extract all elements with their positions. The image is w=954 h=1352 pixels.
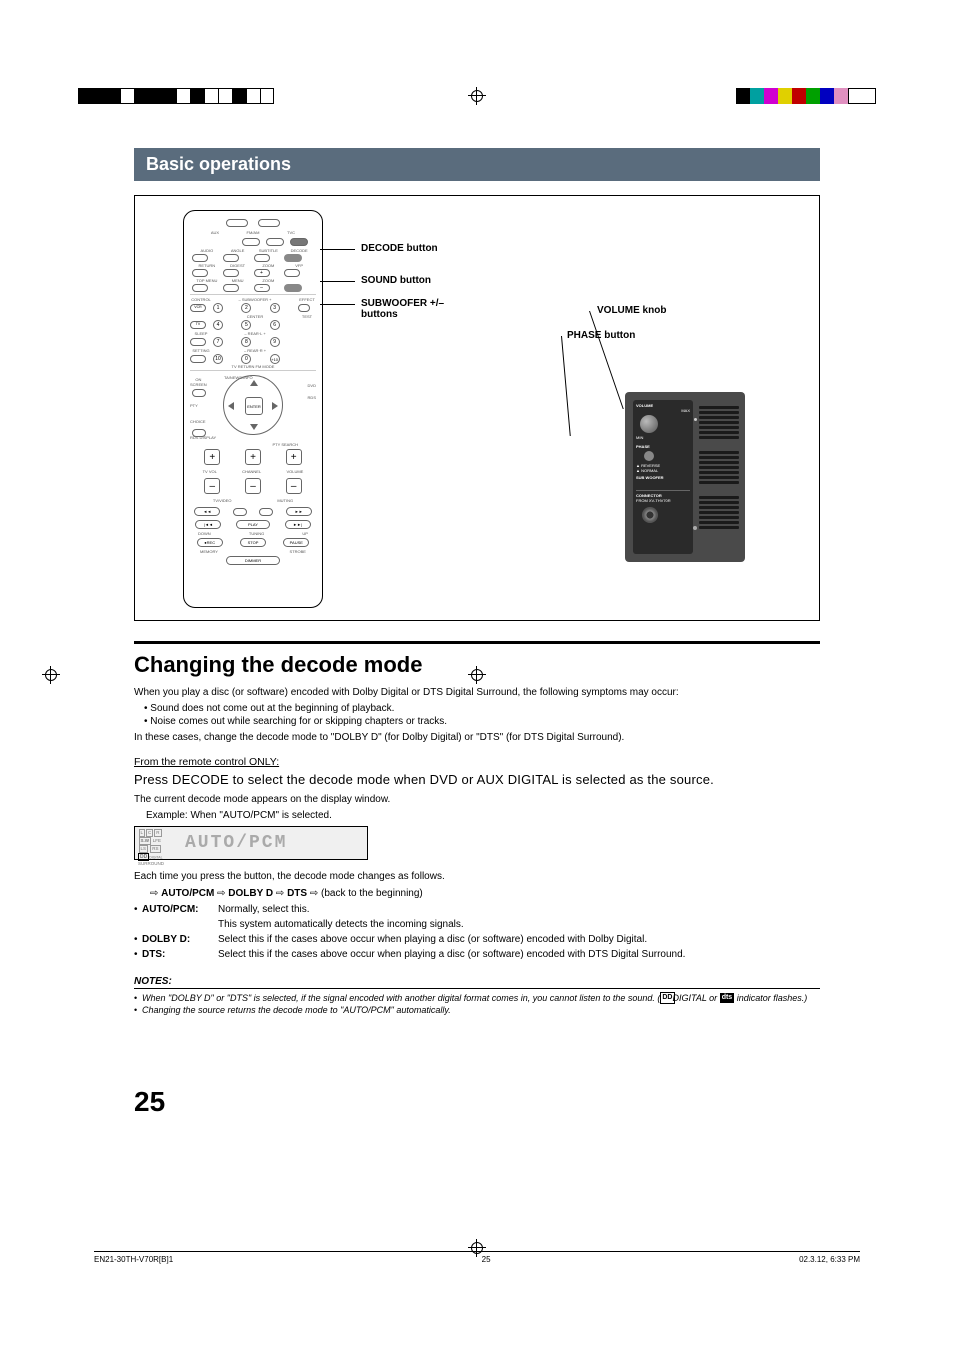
subwoofer-illustration: VOLUME MAX MIN PHASE ▲ REVERSE ▲ NORMAL … bbox=[625, 392, 745, 562]
section-heading: Changing the decode mode bbox=[134, 652, 820, 678]
crosshair-icon bbox=[42, 666, 60, 684]
page-number: 25 bbox=[134, 1086, 820, 1118]
volume-knob bbox=[640, 415, 658, 433]
dts-icon: dts bbox=[720, 993, 735, 1002]
intro2-text: In these cases, change the decode mode t… bbox=[134, 731, 820, 745]
phase-label: PHASE button bbox=[567, 330, 635, 341]
footer: EN21-30TH-V70R[B]1 25 02.3.12, 6:33 PM bbox=[94, 1251, 860, 1264]
subwoofer-label: SUBWOOFER +/– buttons bbox=[361, 298, 444, 320]
mode-definitions: •AUTO/PCM:Normally, select this. This sy… bbox=[134, 903, 820, 962]
symptom-list: Sound does not come out at the beginning… bbox=[134, 702, 820, 729]
note-1: • When "DOLBY D" or "DTS" is selected, i… bbox=[134, 992, 820, 1004]
diagram-container: AUXFM/AMTVC AUDIOANGLESUBTITLEDECODE RET… bbox=[134, 195, 820, 621]
registration-bar-left bbox=[78, 88, 274, 104]
decode-button bbox=[284, 254, 302, 262]
from-remote-label: From the remote control ONLY: bbox=[134, 756, 279, 768]
each-time-text: Each time you press the button, the deco… bbox=[134, 870, 820, 884]
intro-text: When you play a disc (or software) encod… bbox=[134, 686, 820, 700]
display-window: LCR S.W LFE LS RS DDDIGITAL SURROUND AUT… bbox=[134, 826, 368, 860]
volume-label: VOLUME knob bbox=[597, 305, 666, 316]
instruction-text: Press DECODE to select the decode mode w… bbox=[134, 772, 820, 787]
cycle-text: ⇨ AUTO/PCM ⇨ DOLBY D ⇨ DTS ⇨ (back to th… bbox=[150, 888, 820, 899]
note-2: • Changing the source returns the decode… bbox=[134, 1004, 820, 1016]
registration-bar-right bbox=[736, 88, 876, 104]
display-text: AUTO/PCM bbox=[185, 827, 367, 859]
page-title-bar: Basic operations bbox=[134, 148, 820, 181]
sound-button bbox=[284, 284, 302, 292]
notes-heading: NOTES: bbox=[134, 976, 820, 989]
remote-illustration: AUXFM/AMTVC AUDIOANGLESUBTITLEDECODE RET… bbox=[183, 210, 323, 608]
current-mode-text: The current decode mode appears on the d… bbox=[134, 793, 820, 807]
crosshair-icon bbox=[468, 87, 486, 105]
example-text: Example: When "AUTO/PCM" is selected. bbox=[146, 809, 820, 823]
divider bbox=[134, 641, 820, 644]
sound-label: SOUND button bbox=[361, 275, 431, 286]
decode-label: DECODE button bbox=[361, 243, 438, 254]
phase-button bbox=[644, 451, 654, 461]
